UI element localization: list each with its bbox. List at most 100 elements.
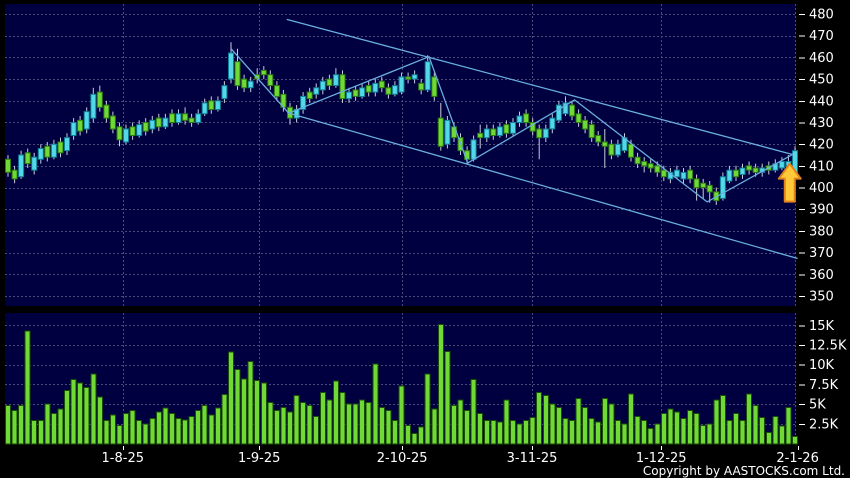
candle	[352, 89, 359, 97]
volume-bar	[123, 413, 129, 445]
volume-bar	[621, 423, 628, 445]
candle	[149, 119, 156, 130]
price-axis-label: 350	[809, 289, 834, 304]
volume-bar	[273, 409, 280, 445]
candle	[300, 95, 307, 110]
volume-bar	[457, 399, 464, 445]
price-panel[interactable]	[5, 4, 796, 306]
volume-bar	[385, 409, 392, 445]
candle	[142, 122, 149, 132]
volume-bar	[293, 394, 300, 445]
volume-bar	[214, 407, 221, 445]
candle	[24, 152, 31, 165]
volume-bar	[792, 435, 798, 445]
volume-bar	[503, 399, 510, 445]
price-axis-label: 410	[809, 159, 834, 174]
volume-series	[5, 324, 798, 445]
copyright-text: Copyright by AASTOCKS.com Ltd.	[642, 464, 845, 478]
volume-bar	[129, 409, 136, 445]
volume-bar	[405, 424, 412, 445]
volume-bar	[424, 373, 431, 445]
volume-bar	[136, 420, 143, 445]
date-axis-label: 1-12-25	[636, 451, 687, 466]
volume-bar	[188, 416, 195, 445]
candle	[634, 156, 641, 165]
candle	[313, 87, 320, 95]
candle	[444, 119, 451, 145]
volume-axis-label: 2.5K	[809, 417, 839, 432]
price-axis-label: 360	[809, 268, 834, 283]
candle	[595, 135, 602, 143]
volume-bar	[70, 379, 77, 445]
volume-bar	[575, 398, 582, 445]
volume-bar	[739, 420, 746, 445]
candle	[221, 85, 228, 100]
volume-bar	[208, 414, 215, 445]
volume-bar	[149, 417, 156, 445]
candle	[260, 69, 267, 76]
candle	[83, 111, 90, 130]
date-axis-label: 2-1-26	[776, 451, 818, 466]
axes: 480 470 460 450 440 430 420 410 400 390 380 370 360 3…	[102, 8, 847, 467]
zigzag-line	[230, 48, 793, 203]
volume-bar	[765, 432, 772, 445]
candle	[391, 85, 398, 95]
candle	[372, 82, 379, 93]
candle	[44, 145, 51, 158]
volume-bar	[195, 409, 202, 445]
volume-bar	[785, 406, 792, 445]
volume-bar	[267, 402, 274, 445]
volume-bar	[11, 409, 18, 445]
candle	[418, 82, 425, 91]
candle	[123, 128, 129, 143]
volume-bar	[332, 380, 339, 445]
candle	[267, 74, 274, 86]
candle	[346, 91, 352, 100]
volume-bar	[687, 409, 694, 445]
volume-bar	[313, 416, 320, 445]
trendline-overlays	[230, 18, 798, 260]
volume-bar	[24, 330, 31, 445]
candle	[628, 143, 634, 158]
candle	[778, 161, 785, 169]
volume-bar	[654, 423, 661, 445]
candle	[562, 102, 569, 115]
date-axis-label: 3-11-25	[507, 451, 558, 466]
candle	[431, 76, 438, 97]
candle	[70, 122, 77, 136]
volume-bar	[77, 382, 84, 445]
candle	[11, 169, 18, 180]
candle	[542, 128, 549, 139]
candle	[746, 165, 753, 171]
volume-bar	[582, 406, 589, 445]
volume-bar	[733, 413, 739, 445]
volume-bar	[339, 391, 346, 445]
volume-bar	[496, 421, 503, 445]
volume-bar	[175, 417, 182, 445]
candle	[359, 87, 366, 98]
price-axis-label: 470	[809, 29, 834, 44]
candle	[306, 91, 313, 100]
candle	[129, 126, 136, 137]
volume-bar	[221, 394, 228, 445]
candle	[516, 115, 523, 123]
volume-axis-label: 7.5K	[809, 378, 839, 393]
volume-bar	[713, 399, 720, 445]
candle	[614, 143, 621, 156]
volume-bar	[352, 403, 359, 445]
candle	[510, 122, 516, 134]
candle	[437, 117, 444, 147]
price-axis-label: 450	[809, 73, 834, 88]
volume-bar	[444, 350, 451, 445]
volume-bar	[555, 406, 562, 445]
candle	[647, 163, 654, 169]
candle	[719, 176, 726, 199]
price-axis-label: 460	[809, 51, 834, 66]
candle	[57, 141, 64, 154]
volume-bar	[201, 405, 208, 445]
candle	[339, 74, 346, 100]
volume-bar	[601, 398, 608, 445]
candle	[424, 61, 431, 91]
volume-bar	[641, 420, 648, 445]
